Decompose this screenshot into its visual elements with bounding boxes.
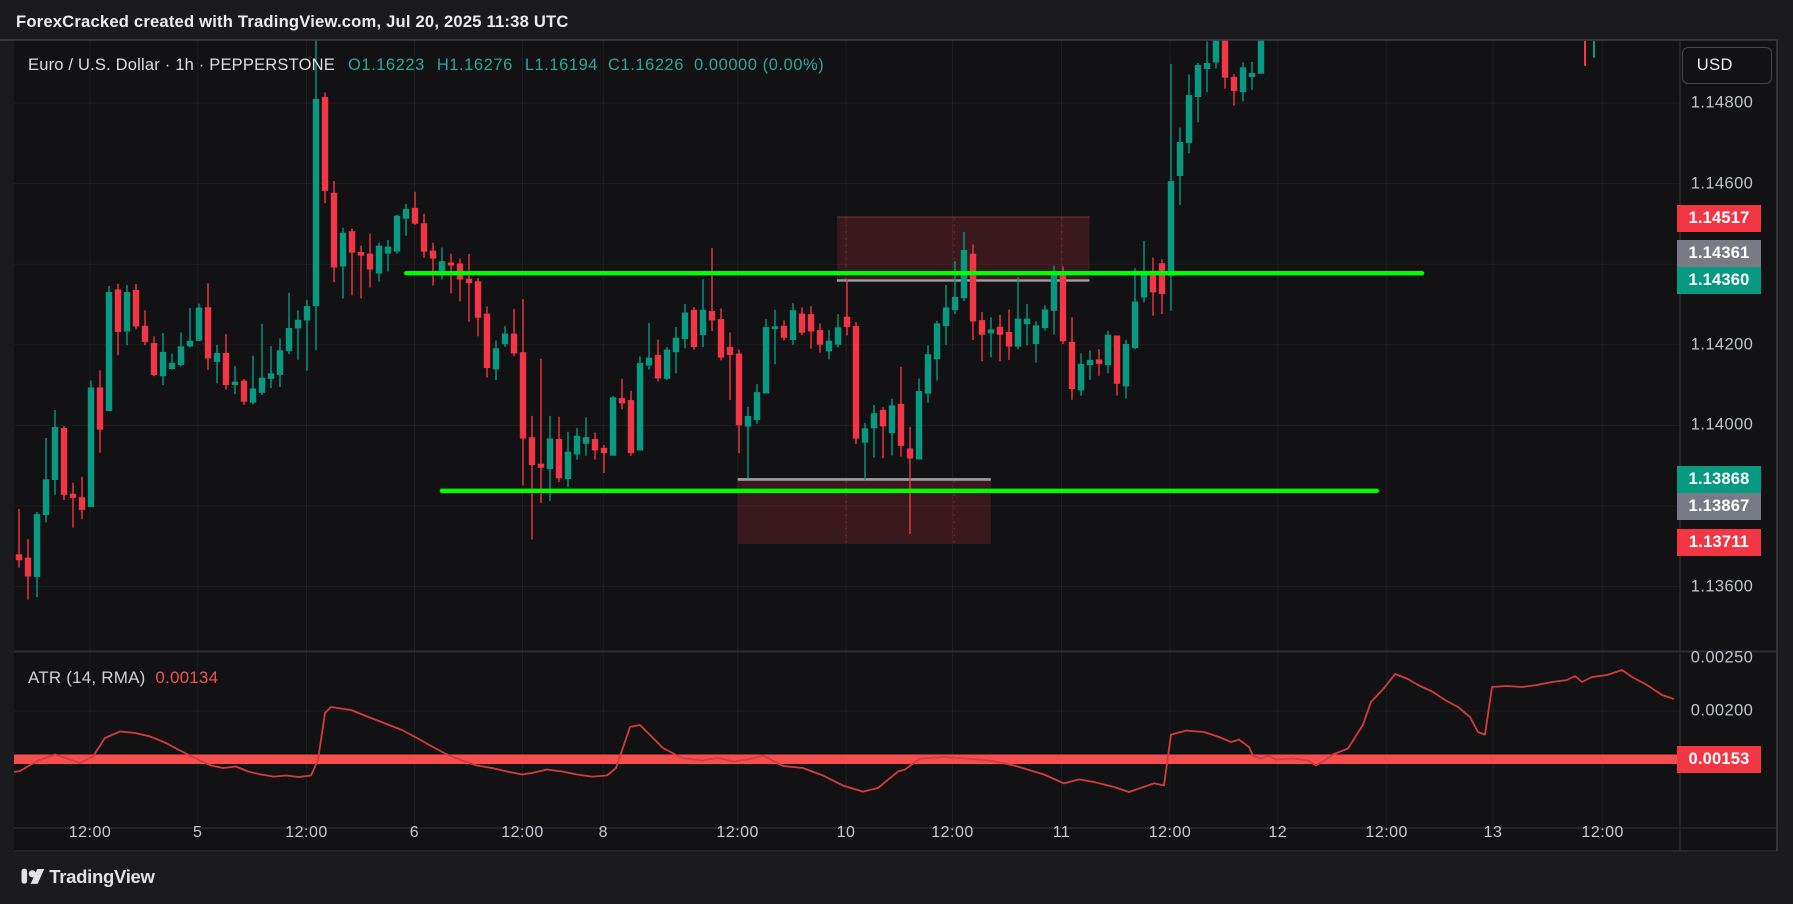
- svg-text:TradingView: TradingView: [49, 866, 155, 887]
